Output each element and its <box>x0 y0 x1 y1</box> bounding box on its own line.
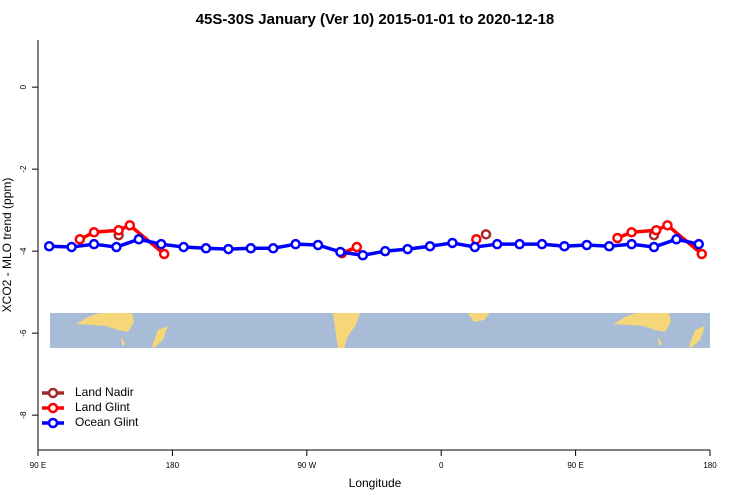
data-point <box>124 220 136 231</box>
data-point <box>693 238 705 250</box>
data-point <box>88 238 100 250</box>
data-point <box>626 227 637 238</box>
data-point <box>200 243 212 254</box>
data-point <box>379 245 391 257</box>
x-axis-title: Longitude <box>349 476 402 490</box>
data-point <box>155 238 167 250</box>
x-tick-label: 180 <box>166 461 180 470</box>
y-tick-label: -4 <box>19 247 28 255</box>
data-point <box>612 232 623 244</box>
legend-label: Land Nadir <box>75 385 134 399</box>
data-point <box>223 243 234 255</box>
data-point <box>113 224 124 236</box>
data-point <box>447 237 458 249</box>
data-point <box>357 250 369 261</box>
data-point <box>581 239 593 251</box>
data-point <box>111 241 122 253</box>
y-axis-title: XCO2 - MLO trend (ppm) <box>0 178 14 313</box>
data-point <box>74 234 86 245</box>
legend-marker <box>47 387 59 399</box>
data-point <box>650 224 662 236</box>
data-point <box>312 239 324 251</box>
data-point <box>469 241 481 253</box>
data-point <box>491 238 503 250</box>
x-tick-label: 180 <box>703 461 717 470</box>
data-point <box>559 240 570 252</box>
legend-label: Land Glint <box>75 400 130 414</box>
y-tick-label: -2 <box>19 165 28 173</box>
x-tick-label: 0 <box>439 461 444 470</box>
data-point <box>662 220 673 231</box>
data-point <box>351 241 363 253</box>
data-point <box>671 234 682 245</box>
data-point <box>480 229 492 240</box>
x-tick-label: 90 E <box>567 461 583 470</box>
data-point <box>88 227 100 238</box>
x-tick-label: 90 E <box>30 461 46 470</box>
data-point <box>267 243 279 254</box>
data-point <box>245 243 257 254</box>
data-point <box>536 238 548 250</box>
data-point <box>43 240 55 252</box>
map-strip <box>50 313 710 348</box>
legend-label: Ocean Glint <box>75 415 139 429</box>
x-tick-label: 90 W <box>297 461 316 470</box>
chart-title: 45S-30S January (Ver 10) 2015-01-01 to 2… <box>196 11 555 28</box>
data-point <box>335 246 346 258</box>
data-point <box>402 243 413 255</box>
y-tick-label: -6 <box>19 329 28 337</box>
data-point <box>696 248 708 260</box>
data-point <box>603 240 615 252</box>
legend-marker <box>47 417 59 429</box>
y-tick-label: 0 <box>19 84 28 89</box>
y-tick-label: -8 <box>19 411 28 419</box>
data-point <box>514 238 525 250</box>
data-point <box>424 240 436 252</box>
data-point <box>133 234 145 245</box>
data-point <box>626 238 637 250</box>
data-point <box>648 241 660 253</box>
data-point <box>178 241 189 253</box>
data-point <box>290 238 301 250</box>
data-point <box>66 241 77 253</box>
legend-marker <box>47 402 59 414</box>
data-point <box>158 248 170 260</box>
